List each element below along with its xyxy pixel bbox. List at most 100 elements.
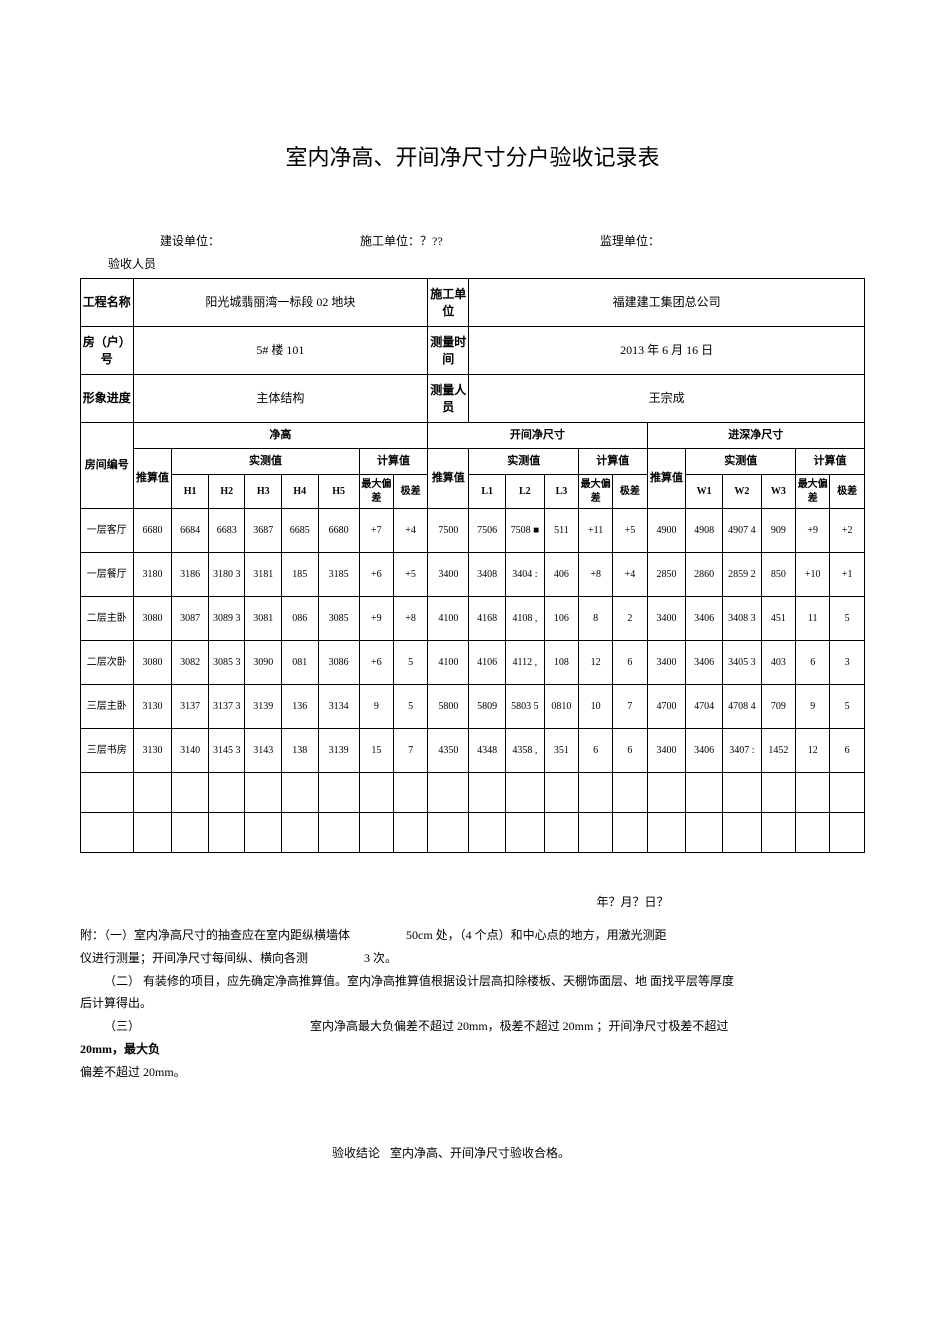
table-cell: +10 [796, 553, 830, 597]
table-cell: 3139 [318, 729, 359, 773]
table-cell: 4350 [428, 729, 469, 773]
table-cell: 108 [544, 641, 578, 685]
table-cell: +11 [579, 509, 613, 553]
table-cell: 3181 [245, 553, 282, 597]
header-row-2: 验收人员 [80, 255, 865, 272]
table-cell: 3408 [469, 553, 506, 597]
measure-time-label: 测量时间 [428, 327, 469, 375]
table-cell: 4900 [647, 509, 686, 553]
construct-unit-label: 施工单位：？?? [360, 232, 600, 249]
header-anchor [80, 232, 160, 249]
table-cell: 086 [282, 597, 319, 641]
measure-staff-label: 测量人员 [428, 375, 469, 423]
table-cell: 4908 [686, 509, 723, 553]
sub-header-row: H1 H2 H3 H4 H5 最大偏差 极差 L1 L2 L3 最大偏差 极差 … [81, 475, 865, 509]
table-cell: 5803 5 [505, 685, 544, 729]
table-cell: +2 [830, 509, 865, 553]
table-cell: 511 [544, 509, 578, 553]
table-row: 一层餐厅318031863180 331811853185+6+53400340… [81, 553, 865, 597]
table-cell: 6680 [133, 509, 172, 553]
table-cell: 3134 [318, 685, 359, 729]
table-cell: 6 [579, 729, 613, 773]
empty-row-1 [81, 773, 865, 813]
note-1b: 50cm 处，（4 个点）和中心点的地方，用激光测距 [406, 928, 667, 942]
progress-label: 形象进度 [81, 375, 134, 423]
inspector-label: 验收人员 [80, 255, 160, 272]
table-row: 三层主卧313031373137 33139136313495580058095… [81, 685, 865, 729]
table-cell: 3130 [133, 729, 172, 773]
proj-name: 阳光城翡丽湾一标段 02 地块 [133, 279, 428, 327]
note-line-3: （二） 有装修的项目，应先确定净高推算值。室内净高推算值根据设计层高扣除楼板、天… [80, 970, 865, 993]
table-cell: 4358 , [505, 729, 544, 773]
table-cell: 三层主卧 [81, 685, 134, 729]
table-cell: 12 [796, 729, 830, 773]
table-cell: +6 [359, 641, 393, 685]
footer-row: 验收结论 室内净高、开间净尺寸验收合格。 [80, 1144, 865, 1161]
table-cell: 4112 , [505, 641, 544, 685]
table-cell: 三层书房 [81, 729, 134, 773]
table-cell: 3081 [245, 597, 282, 641]
h1-header: H1 [172, 475, 209, 509]
table-cell: 6683 [208, 509, 245, 553]
table-cell: 7 [613, 685, 647, 729]
table-cell: +8 [393, 597, 427, 641]
table-cell: 7508 ■ [505, 509, 544, 553]
table-cell: 3145 3 [208, 729, 245, 773]
table-cell: 3406 [686, 597, 723, 641]
table-cell: 3137 [172, 685, 209, 729]
date-line: 年？月？日？ [400, 893, 865, 910]
table-cell: 4704 [686, 685, 723, 729]
table-cell: 3086 [318, 641, 359, 685]
table-cell: 2 [613, 597, 647, 641]
construct-unit: 福建建工集团总公司 [469, 279, 865, 327]
table-cell: +9 [796, 509, 830, 553]
table-cell: +6 [359, 553, 393, 597]
table-cell: 5 [830, 685, 865, 729]
table-cell: 4108 , [505, 597, 544, 641]
note-2b: 3 次。 [364, 951, 397, 965]
table-cell: +4 [613, 553, 647, 597]
table-cell: 7 [393, 729, 427, 773]
table-cell: 136 [282, 685, 319, 729]
table-cell: 3186 [172, 553, 209, 597]
table-cell: 10 [579, 685, 613, 729]
table-cell: 8 [579, 597, 613, 641]
table-row: 一层客厅668066846683368766856680+7+475007506… [81, 509, 865, 553]
table-cell: 3400 [647, 729, 686, 773]
h-range-header: 极差 [393, 475, 427, 509]
table-cell: 081 [282, 641, 319, 685]
l-measured-header: 实测值 [469, 449, 579, 475]
table-cell: 4700 [647, 685, 686, 729]
table-cell: 6685 [282, 509, 319, 553]
table-cell: 3080 [133, 641, 172, 685]
supervise-unit-label: 监理单位： [600, 232, 865, 249]
table-cell: +4 [393, 509, 427, 553]
table-cell: 3080 [133, 597, 172, 641]
table-cell: 4168 [469, 597, 506, 641]
table-cell: 4106 [469, 641, 506, 685]
table-row: 三层书房313031403145 33143138313915743504348… [81, 729, 865, 773]
table-cell: 6 [613, 729, 647, 773]
table-cell: 12 [579, 641, 613, 685]
table-cell: 3400 [428, 553, 469, 597]
note-line-2: 仪进行测量；开间净尺寸每间纵、横向各测3 次。 [80, 947, 865, 970]
table-cell: 3143 [245, 729, 282, 773]
table-cell: 4100 [428, 641, 469, 685]
l1-header: L1 [469, 475, 506, 509]
note-line-4: （三）室内净高最大负偏差不超过 20mm，极差不超过 20mm ；开间净尺寸极差… [80, 1015, 865, 1038]
h-maxdev-header: 最大偏差 [359, 475, 393, 509]
table-cell: 4100 [428, 597, 469, 641]
table-row: 二层主卧308030873089 330810863085+9+84100416… [81, 597, 865, 641]
note-line-1: 附：（一）室内净高尺寸的抽查应在室内距纵横墙体 50cm 处，（4 个点）和中心点… [80, 924, 865, 947]
note-line-3b: 后计算得出。 [80, 992, 865, 1015]
build-unit-label: 建设单位： [160, 232, 360, 249]
table-cell: 3137 3 [208, 685, 245, 729]
table-cell: 3687 [245, 509, 282, 553]
table-cell: 一层餐厅 [81, 553, 134, 597]
table-cell: 3089 3 [208, 597, 245, 641]
h-calc-header: 计算值 [359, 449, 428, 475]
page-title: 室内净高、开间净尺寸分户验收记录表 [80, 140, 865, 172]
note-1a: 附：（一）室内净高尺寸的抽查应在室内距纵横墙体 [80, 928, 350, 942]
span-header: 开间净尺寸 [428, 423, 647, 449]
table-cell: 3406 [686, 729, 723, 773]
